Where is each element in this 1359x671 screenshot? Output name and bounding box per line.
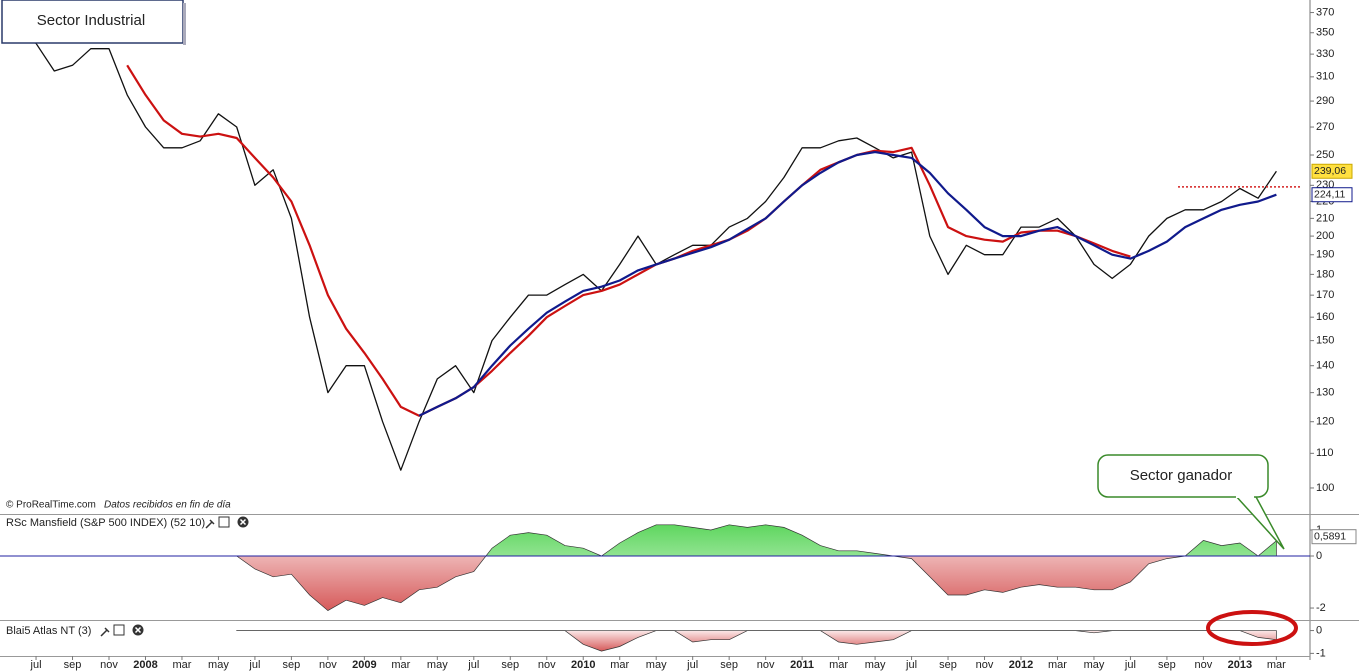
y-tick-label: 310	[1316, 71, 1334, 83]
x-tick-label: 2009	[352, 659, 376, 671]
value-label: 239,06	[1314, 165, 1346, 177]
x-tick-label: jul	[905, 659, 917, 671]
y-tick-label: 130	[1316, 387, 1334, 399]
settings-icon[interactable]	[205, 519, 215, 529]
y-tick-label: 140	[1316, 360, 1334, 372]
y-tick-label: 170	[1316, 289, 1334, 301]
y-tick-label: 160	[1316, 311, 1334, 323]
y-tick-label: 0	[1316, 624, 1322, 636]
y-tick-label: 210	[1316, 212, 1334, 224]
y-tick-label: 190	[1316, 249, 1334, 261]
y-tick-label: -1	[1316, 647, 1326, 659]
y-tick-label: 250	[1316, 149, 1334, 161]
value-label-bg	[1311, 163, 1353, 179]
x-tick-label: nov	[538, 659, 556, 671]
window-icon[interactable]	[113, 624, 125, 636]
area-positive	[236, 524, 1277, 557]
x-tick-label: 2012	[1009, 659, 1033, 671]
highlight-ellipse	[1206, 610, 1298, 646]
x-tick-label: jul	[30, 659, 42, 671]
credit-note: Datos recibidos en fin de día	[104, 500, 231, 511]
x-tick-label: may	[646, 659, 667, 671]
y-tick-label: 350	[1316, 27, 1334, 39]
value-label: 224,11	[1314, 189, 1345, 201]
area-negative	[236, 630, 1277, 652]
x-tick-label: jul	[1124, 659, 1136, 671]
price-line	[17, 37, 1277, 471]
y-tick-label: 290	[1316, 95, 1334, 107]
x-tick-label: nov	[1195, 659, 1213, 671]
y-tick-label: 120	[1316, 416, 1334, 428]
y-tick-label: 330	[1316, 48, 1334, 60]
x-tick-label: may	[1084, 659, 1105, 671]
panel-header-bg	[0, 515, 256, 531]
x-tick-label: 2013	[1228, 659, 1252, 671]
settings-icon[interactable]	[100, 627, 110, 637]
y-tick-label: 100	[1316, 482, 1334, 494]
x-tick-label: jul	[248, 659, 260, 671]
close-x	[239, 518, 247, 526]
x-tick-label: nov	[976, 659, 994, 671]
x-tick-label: sep	[283, 659, 301, 671]
x-tick-label: mar	[391, 659, 410, 671]
y-tick-label: 150	[1316, 335, 1334, 347]
x-tick-label: mar	[829, 659, 848, 671]
x-tick-label: 2008	[133, 659, 157, 671]
x-tick-label: nov	[100, 659, 118, 671]
title-shadow	[183, 3, 186, 45]
x-tick-label: mar	[1267, 659, 1286, 671]
value-label: 0,5891	[1314, 530, 1346, 542]
area-negative	[235, 556, 1277, 612]
callout-box	[1097, 454, 1269, 498]
y-tick-label: 0	[1316, 550, 1322, 562]
y-tick-label: 270	[1316, 121, 1334, 133]
x-tick-label: sep	[720, 659, 738, 671]
credit: © ProRealTime.com	[6, 500, 96, 511]
marks: 3703503303102902702502302202102001901801…	[0, 6, 1357, 671]
y-tick-label: 180	[1316, 268, 1334, 280]
x-tick-label: sep	[939, 659, 957, 671]
x-tick-label: mar	[172, 659, 191, 671]
y-tick-label: 200	[1316, 230, 1334, 242]
x-tick-label: mar	[1048, 659, 1067, 671]
y-tick-label: 370	[1316, 6, 1334, 18]
y-tick-label: 110	[1316, 447, 1334, 459]
moving-average	[418, 151, 1277, 417]
x-tick-label: mar	[610, 659, 629, 671]
x-tick-label: may	[208, 659, 229, 671]
x-tick-label: nov	[757, 659, 775, 671]
panel-title: Blai5 Atlas NT (3)	[6, 625, 91, 637]
y-tick-label: -2	[1316, 602, 1326, 614]
callout-join	[1236, 494, 1254, 498]
value-label-bg	[1311, 187, 1353, 203]
x-tick-label: 2010	[571, 659, 595, 671]
value-label-bg	[1311, 529, 1357, 545]
x-tick-label: may	[427, 659, 448, 671]
panel-header-bg	[0, 622, 150, 638]
x-tick-label: sep	[1158, 659, 1176, 671]
x-tick-label: sep	[501, 659, 519, 671]
panel-title: RSc Mansfield (S&P 500 INDEX) (52 10)	[6, 517, 205, 529]
callout-text: Sector ganador	[1130, 467, 1233, 484]
x-tick-label: jul	[686, 659, 698, 671]
x-tick-label: may	[865, 659, 886, 671]
panel-icons	[205, 516, 249, 529]
chart-title: Sector Industrial	[37, 12, 145, 29]
panel-icons	[100, 624, 144, 637]
window-icon[interactable]	[218, 516, 230, 528]
x-tick-label: nov	[319, 659, 337, 671]
x-tick-label: jul	[467, 659, 479, 671]
close-x	[134, 626, 142, 634]
x-tick-label: 2011	[790, 659, 814, 671]
moving-average	[126, 64, 1131, 417]
x-tick-label: sep	[64, 659, 82, 671]
